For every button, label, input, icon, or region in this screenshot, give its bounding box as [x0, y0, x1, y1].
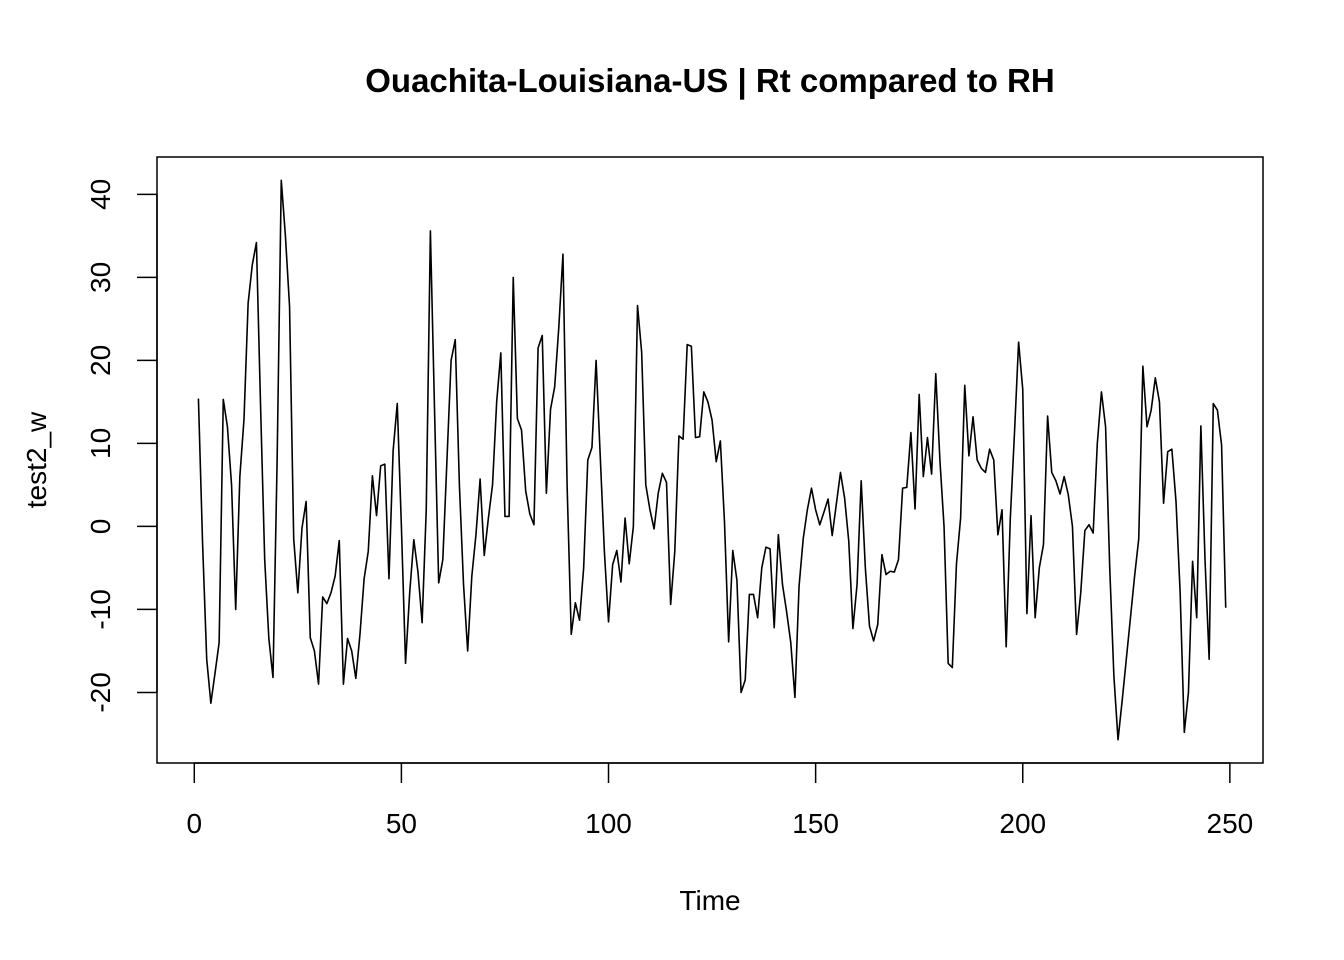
x-tick-label: 250	[1207, 808, 1254, 839]
y-axis-label: test2_w	[21, 411, 52, 508]
x-tick-label: 50	[386, 808, 417, 839]
y-tick-label: 40	[85, 179, 116, 210]
y-tick-label: 30	[85, 262, 116, 293]
y-tick-label: -10	[85, 589, 116, 629]
x-tick-label: 0	[186, 808, 202, 839]
series-line-0	[197, 179, 1227, 741]
x-axis: 0 50 100 150 200 250	[186, 762, 1254, 839]
x-tick-label: 150	[792, 808, 839, 839]
y-tick-label: 20	[85, 345, 116, 376]
x-tick-label: 200	[999, 808, 1046, 839]
x-tick-label: 100	[585, 808, 632, 839]
y-tick-label: 10	[85, 428, 116, 459]
y-tick-label: -20	[85, 672, 116, 712]
y-axis: -20 -10 0 10 20 30 40	[85, 179, 158, 713]
chart-title: Ouachita-Louisiana-US | Rt compared to R…	[365, 62, 1054, 99]
series-layer	[197, 179, 1227, 741]
y-tick-label: 0	[85, 519, 116, 535]
x-axis-label: Time	[679, 885, 740, 916]
